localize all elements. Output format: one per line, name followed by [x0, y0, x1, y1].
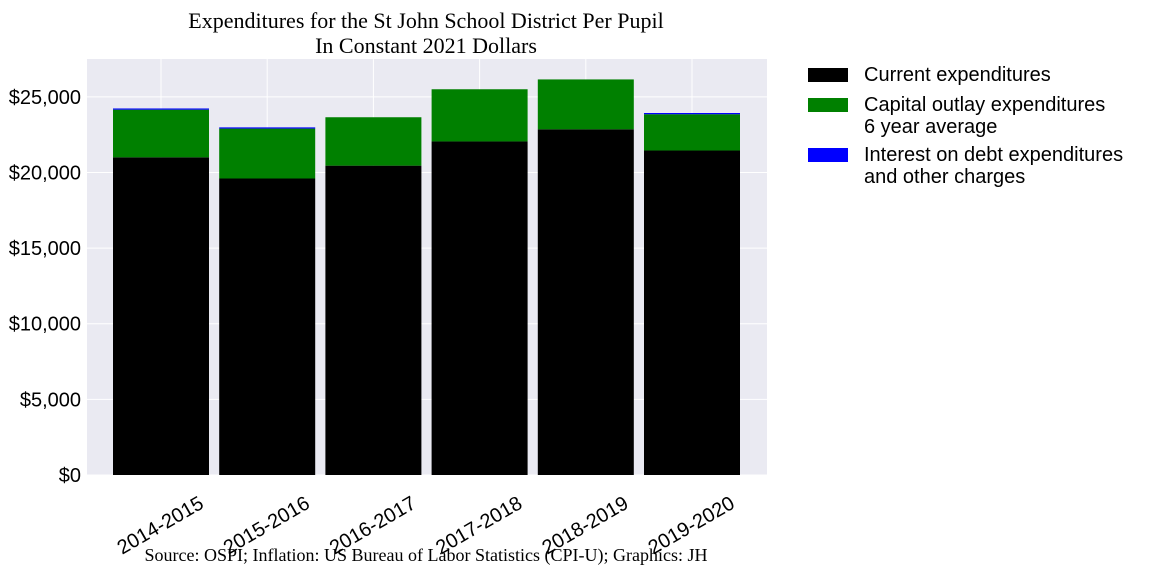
bar-segment-current-2017-2018	[431, 141, 528, 475]
legend-swatch	[808, 98, 848, 112]
bar-segment-interest-2019-2020	[644, 113, 740, 115]
legend-label: Capital outlay expenditures	[864, 94, 1105, 116]
y-tick-label: $20,000	[9, 162, 81, 184]
bar-segment-capital-2015-2016	[219, 128, 316, 179]
y-axis: $0 $5,000 $10,000 $15,000 $20,000 $25,000	[9, 87, 81, 487]
bar-segment-interest-2015-2016	[219, 127, 316, 129]
y-tick-label: $15,000	[9, 238, 81, 260]
bar-segment-current-2015-2016	[219, 178, 316, 476]
legend-label: 6 year average	[864, 116, 997, 138]
legend-swatch	[808, 68, 848, 82]
legend-label: and other charges	[864, 166, 1025, 188]
bar-segment-capital-2019-2020	[644, 114, 740, 151]
bar-segment-current-2016-2017	[325, 165, 422, 475]
chart-subtitle: In Constant 2021 Dollars	[315, 33, 537, 58]
y-tick-label: $5,000	[20, 389, 81, 411]
y-tick-label: $10,000	[9, 314, 81, 336]
legend-label: Interest on debt expenditures	[864, 144, 1123, 166]
bars	[113, 79, 740, 476]
bar-segment-interest-2014-2015	[113, 108, 209, 110]
legend-label: Current expenditures	[864, 64, 1051, 86]
legend: Current expenditures Capital outlay expen…	[808, 64, 1123, 188]
bar-segment-current-2019-2020	[644, 150, 740, 475]
bar-segment-capital-2017-2018	[431, 89, 528, 142]
chart-title: Expenditures for the St John School Dist…	[188, 8, 663, 33]
chart-source: Source: OSPI; Inflation: US Bureau of La…	[145, 545, 708, 566]
bar-segment-current-2014-2015	[113, 157, 209, 475]
legend-swatch	[808, 148, 848, 162]
bar-segment-current-2018-2019	[537, 129, 634, 476]
bar-segment-capital-2016-2017	[325, 117, 422, 166]
y-tick-label: $25,000	[9, 87, 81, 109]
bar-segment-capital-2014-2015	[113, 109, 209, 158]
bar-segment-capital-2018-2019	[537, 79, 634, 130]
y-tick-label: $0	[59, 465, 81, 487]
